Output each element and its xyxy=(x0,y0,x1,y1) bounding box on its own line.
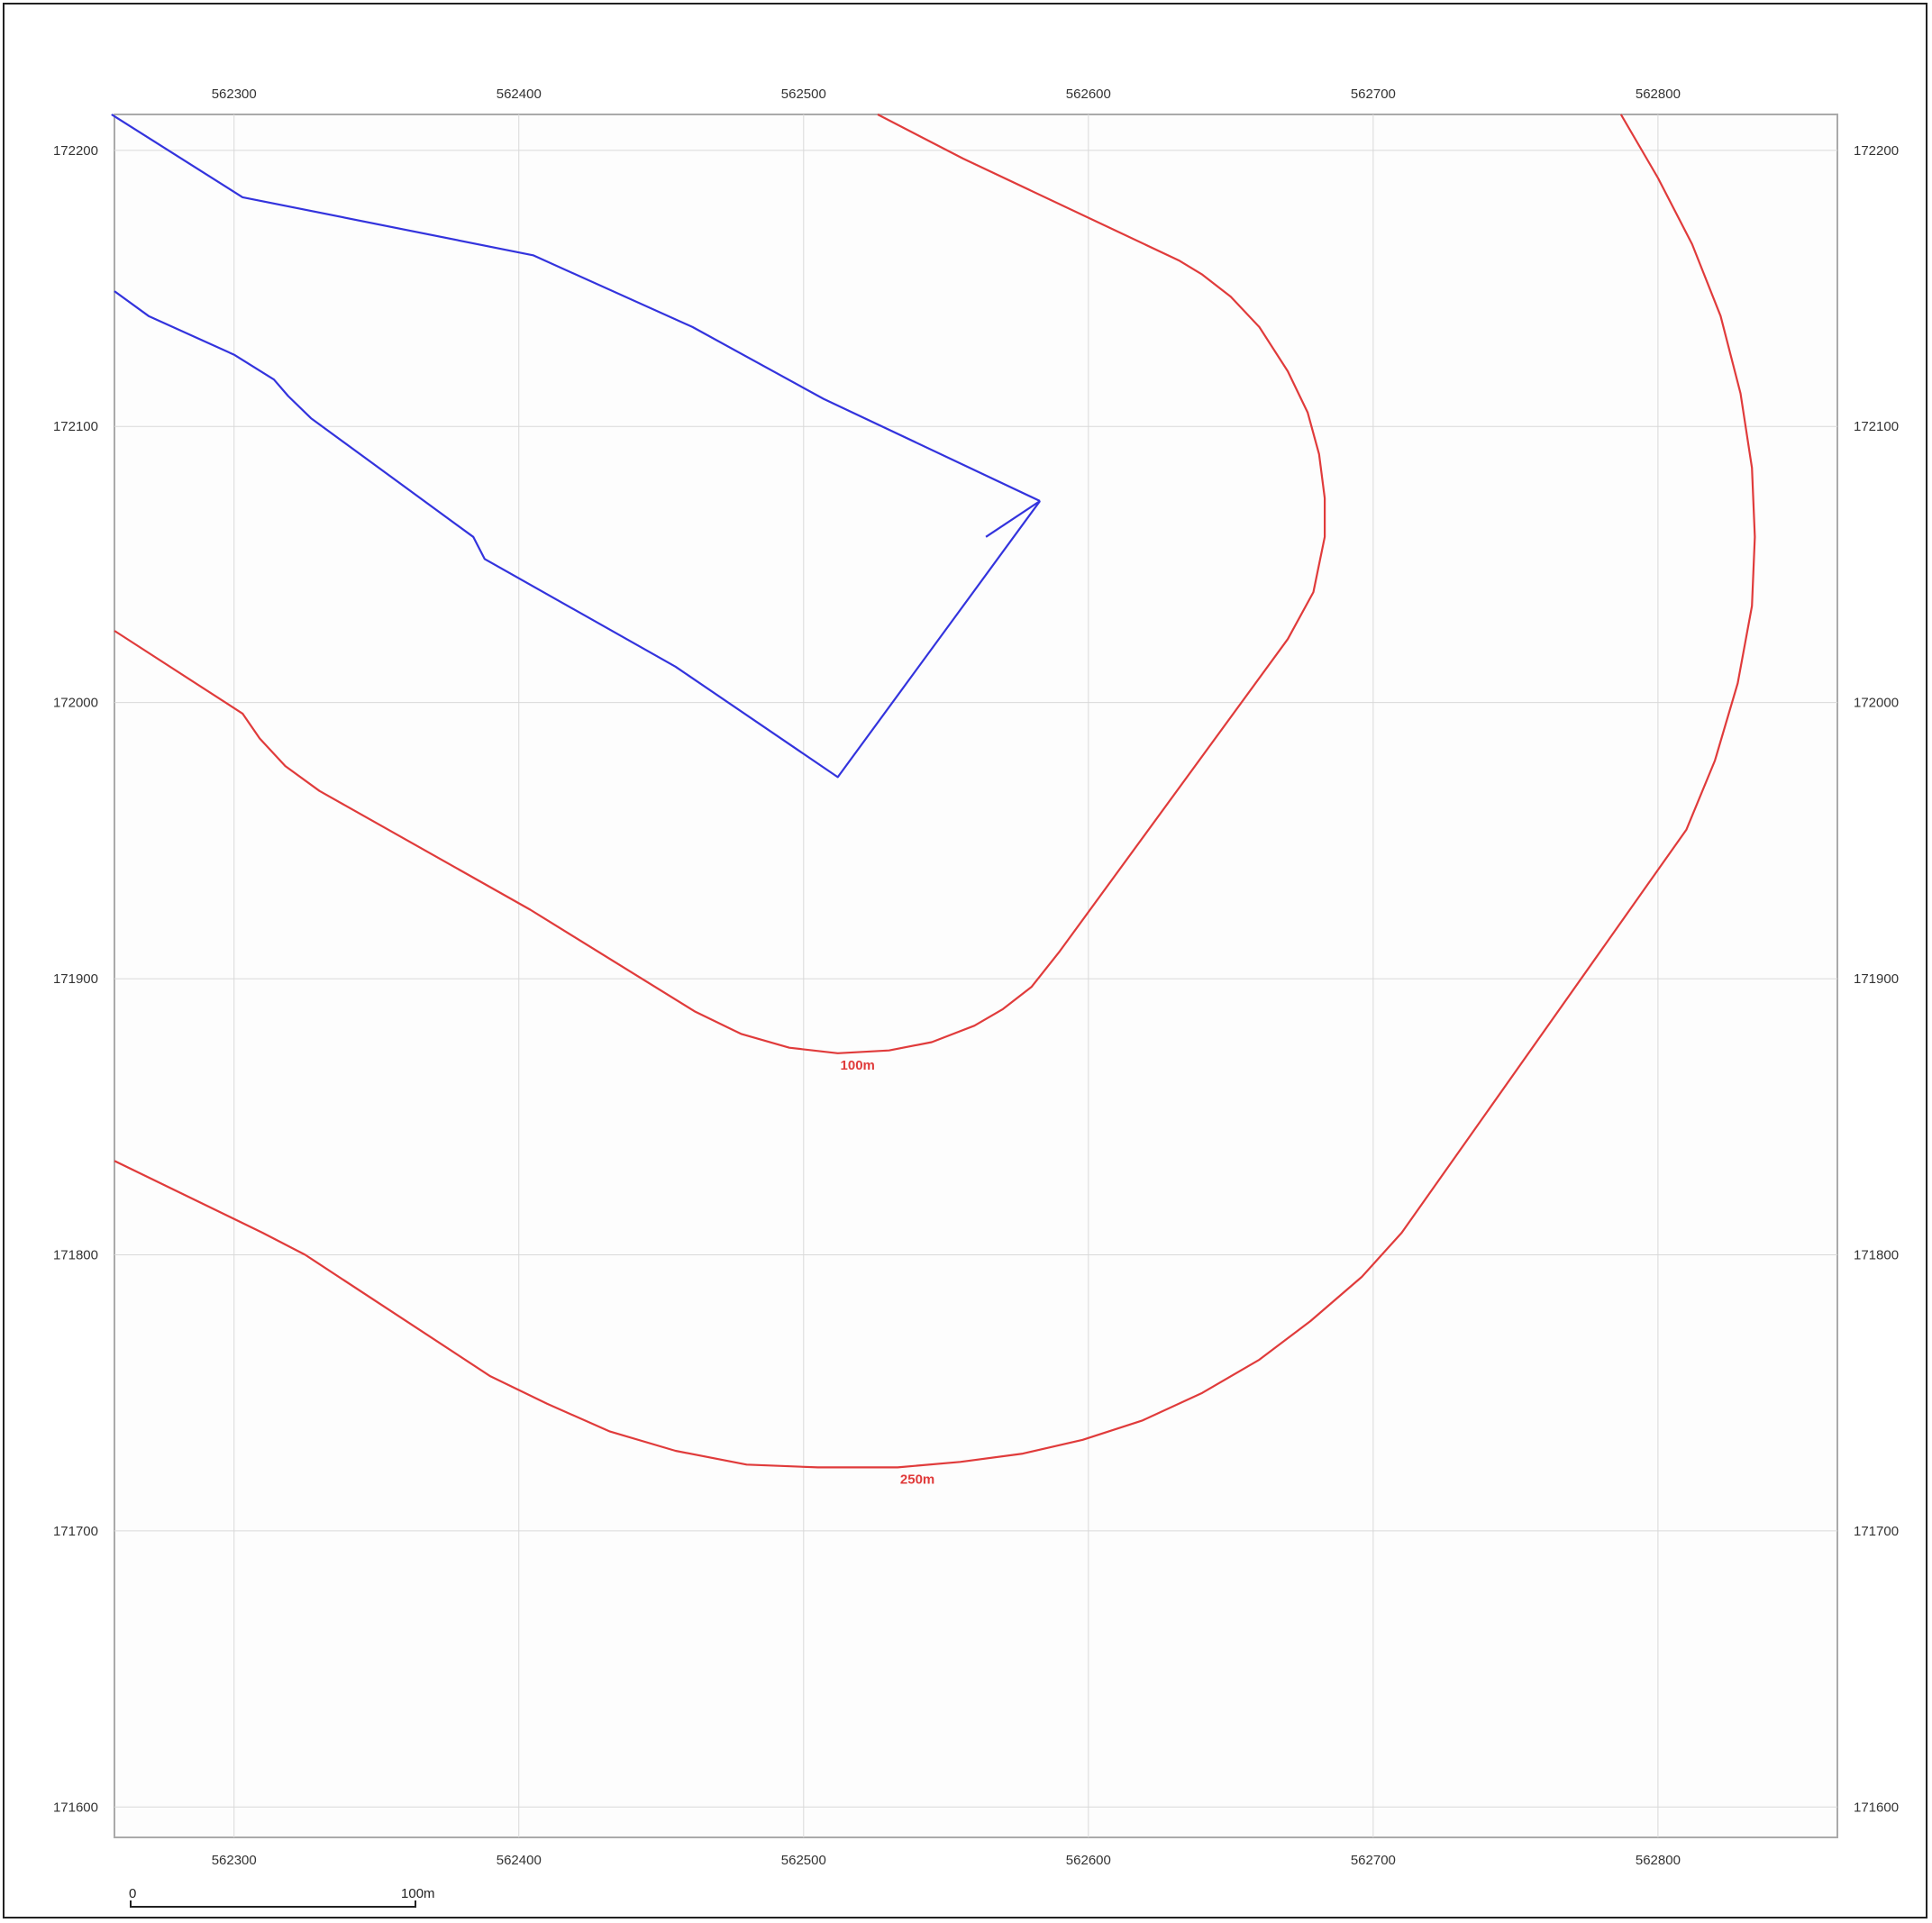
buffer-label: 250m xyxy=(900,1472,934,1487)
x-tick-label-bottom: 562400 xyxy=(497,1853,542,1868)
y-tick-label-left: 172100 xyxy=(53,419,98,434)
x-tick-label-top: 562500 xyxy=(781,87,826,102)
y-tick-label-left: 171700 xyxy=(53,1524,98,1539)
site-boundary xyxy=(111,114,1041,779)
x-tick-label-top: 562700 xyxy=(1351,87,1396,102)
y-tick-label-left: 171600 xyxy=(53,1800,98,1815)
y-tick-label-right: 171700 xyxy=(1854,1524,1899,1539)
site-boundary-line xyxy=(111,114,1041,502)
scale-bar-line xyxy=(130,1900,417,1908)
y-tick-label-right: 171900 xyxy=(1854,971,1899,987)
scale-bar: 0 100m xyxy=(129,1886,435,1908)
coordinate-labels: 562300 562300 562400 562400 562500 562500 5626… xyxy=(53,87,1899,1868)
y-tick-label-right: 172100 xyxy=(1854,419,1899,434)
x-tick-label-bottom: 562500 xyxy=(781,1853,826,1868)
y-tick-label-left: 172200 xyxy=(53,143,98,159)
y-tick-label-right: 171600 xyxy=(1854,1800,1899,1815)
y-tick-label-left: 171800 xyxy=(53,1247,98,1262)
x-tick-label-top: 562400 xyxy=(497,87,542,102)
x-tick-label-top: 562600 xyxy=(1066,87,1111,102)
scale-bar-end-label: 100m xyxy=(401,1886,435,1901)
map-background xyxy=(114,114,1838,1838)
y-tick-label-left: 171900 xyxy=(53,971,98,987)
site-boundary-line xyxy=(114,290,1041,779)
x-tick-label-bottom: 562700 xyxy=(1351,1853,1396,1868)
x-tick-label-top: 562800 xyxy=(1636,87,1681,102)
map-canvas[interactable]: 562300 562300 562400 562400 562500 562500 5626… xyxy=(5,5,1929,1920)
grid-lines xyxy=(114,114,1837,1837)
buffer-100m-line xyxy=(114,114,1326,1054)
buffer-labels: 100m 250m xyxy=(841,1058,935,1488)
buffer-zones xyxy=(114,114,1756,1469)
y-tick-label-right: 172200 xyxy=(1854,143,1899,159)
site-boundary-line xyxy=(985,500,1041,538)
buffer-label: 100m xyxy=(841,1058,875,1073)
x-tick-label-bottom: 562300 xyxy=(212,1853,257,1868)
y-tick-label-left: 172000 xyxy=(53,696,98,711)
x-tick-label-top: 562300 xyxy=(212,87,257,102)
map-frame: 562300 562300 562400 562400 562500 562500 5626… xyxy=(3,3,1927,1918)
y-tick-label-right: 171800 xyxy=(1854,1247,1899,1262)
x-tick-label-bottom: 562600 xyxy=(1066,1853,1111,1868)
buffer-250m-line xyxy=(114,114,1756,1469)
x-tick-label-bottom: 562800 xyxy=(1636,1853,1681,1868)
y-tick-label-right: 172000 xyxy=(1854,696,1899,711)
scale-bar-start-label: 0 xyxy=(129,1886,136,1901)
